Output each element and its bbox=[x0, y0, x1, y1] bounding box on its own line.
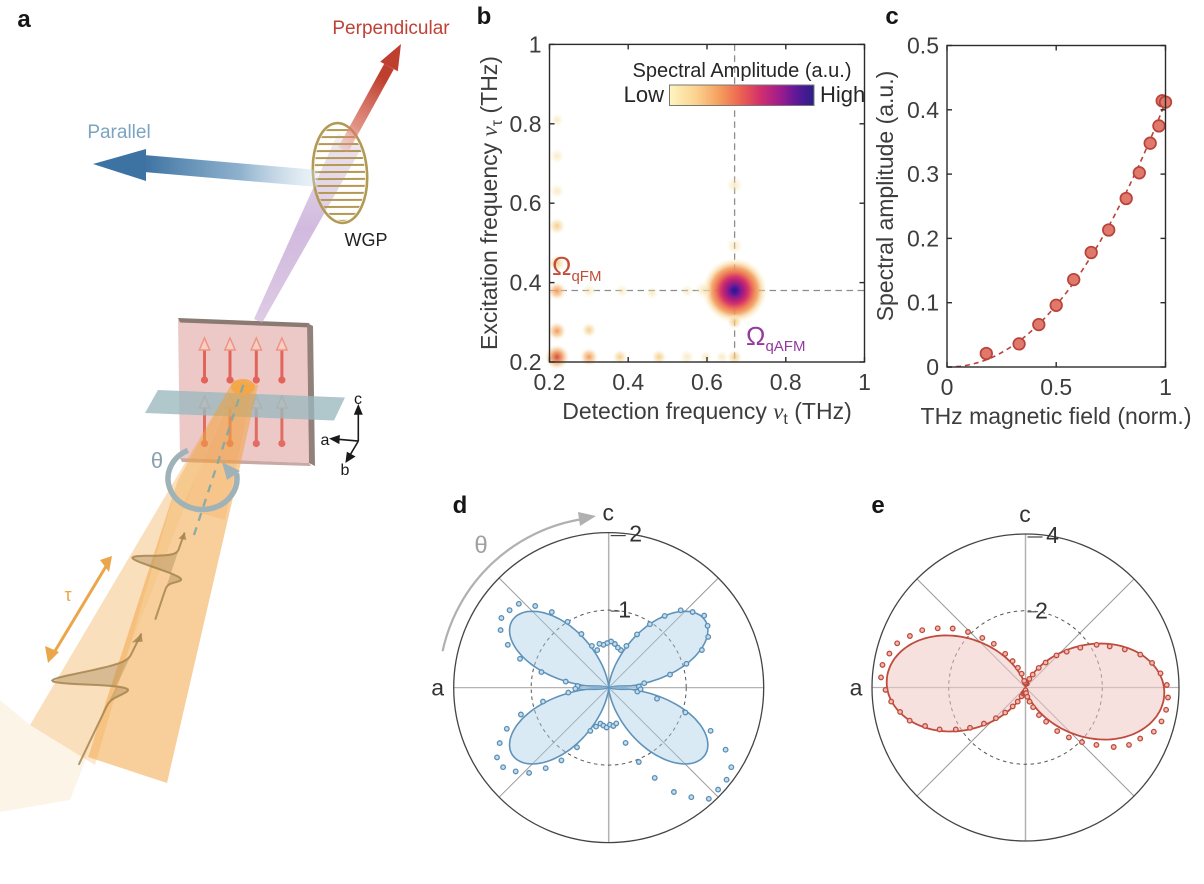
svg-text:WGP: WGP bbox=[345, 230, 388, 250]
svg-text:0.4: 0.4 bbox=[510, 270, 542, 296]
svg-text:0: 0 bbox=[926, 354, 939, 380]
svg-text:b: b bbox=[341, 462, 350, 479]
svg-text:0.5: 0.5 bbox=[1040, 374, 1072, 400]
svg-text:b: b bbox=[477, 3, 492, 30]
svg-text:a: a bbox=[321, 432, 330, 449]
svg-text:a: a bbox=[17, 6, 31, 33]
svg-text:0.6: 0.6 bbox=[510, 190, 542, 216]
svg-text:THz magnetic field (norm.): THz magnetic field (norm.) bbox=[921, 403, 1192, 429]
svg-text:Detection frequency νt (THz): Detection frequency νt (THz) bbox=[562, 398, 852, 428]
svg-text:a: a bbox=[431, 675, 444, 701]
svg-text:0.8: 0.8 bbox=[510, 111, 542, 137]
svg-text:0.1: 0.1 bbox=[907, 290, 939, 316]
svg-text:High: High bbox=[820, 82, 865, 107]
svg-text:θ: θ bbox=[474, 532, 487, 559]
svg-text:0.2: 0.2 bbox=[907, 225, 939, 251]
svg-text:0.2: 0.2 bbox=[510, 349, 542, 375]
svg-text:c: c bbox=[602, 500, 614, 526]
svg-text:a: a bbox=[850, 675, 863, 701]
svg-text:0.6: 0.6 bbox=[691, 369, 723, 395]
svg-text:4: 4 bbox=[1046, 522, 1059, 548]
svg-text:Spectral amplitude (a.u.): Spectral amplitude (a.u.) bbox=[872, 71, 898, 322]
svg-text:1: 1 bbox=[529, 31, 542, 57]
svg-text:c: c bbox=[354, 391, 362, 408]
svg-text:d: d bbox=[453, 492, 468, 519]
svg-text:c: c bbox=[885, 3, 898, 30]
svg-text:Spectral Amplitude (a.u.): Spectral Amplitude (a.u.) bbox=[633, 60, 852, 82]
svg-text:0.4: 0.4 bbox=[612, 369, 644, 395]
svg-text:0.3: 0.3 bbox=[907, 161, 939, 187]
svg-text:e: e bbox=[871, 492, 884, 519]
svg-text:τ: τ bbox=[64, 585, 71, 605]
svg-text:0.8: 0.8 bbox=[770, 369, 802, 395]
svg-text:0.2: 0.2 bbox=[534, 369, 566, 395]
svg-text:Excitation frequency ντ (THz): Excitation frequency ντ (THz) bbox=[476, 56, 506, 350]
svg-text:1: 1 bbox=[1159, 374, 1172, 400]
svg-text:0.5: 0.5 bbox=[907, 33, 939, 59]
svg-text:1: 1 bbox=[618, 597, 631, 623]
svg-text:2: 2 bbox=[629, 521, 642, 547]
svg-text:c: c bbox=[1019, 501, 1031, 527]
svg-text:0: 0 bbox=[941, 374, 954, 400]
svg-text:θ: θ bbox=[151, 448, 163, 473]
svg-text:1: 1 bbox=[858, 369, 871, 395]
svg-text:Perpendicular: Perpendicular bbox=[332, 18, 450, 39]
svg-text:ΩqFM: ΩqFM bbox=[552, 251, 601, 285]
svg-text:2: 2 bbox=[1035, 597, 1048, 623]
svg-text:Low: Low bbox=[624, 82, 664, 107]
svg-text:0.4: 0.4 bbox=[907, 97, 939, 123]
svg-text:Parallel: Parallel bbox=[87, 122, 150, 143]
